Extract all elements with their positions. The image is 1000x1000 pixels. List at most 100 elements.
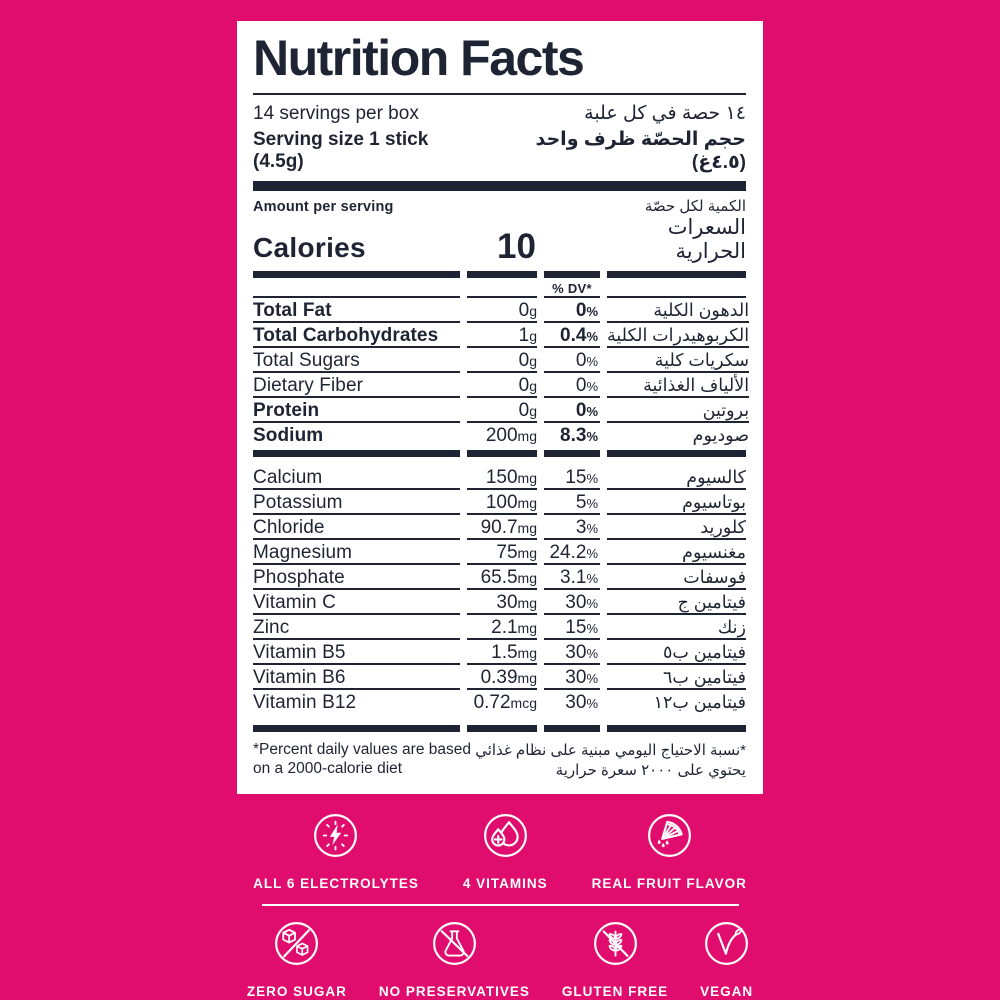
dv-percent-sign: % [586,646,598,662]
amount-unit: mcg [510,695,537,712]
gluten-free-icon [592,920,639,972]
dv-percent-sign: % [586,546,598,562]
amount-unit: mg [517,595,537,612]
badge-fruit-flavor: REAL FRUIT FLAVOR [592,812,747,891]
divider-bar-segment [467,450,537,458]
dv-header-spacer [253,278,460,299]
divider-bar-segment [544,271,600,279]
nutrient-daily-value: 30% [544,665,600,691]
nutrient-name-en: Total Carbohydrates [253,323,460,349]
amount-unit: g [529,353,537,370]
divider-bar-segment [253,271,460,279]
amount-value: 200 [485,425,518,447]
nutrient-name-en: Phosphate [253,565,460,591]
nutrient-name-en: Protein [253,398,460,424]
vitamins-icon [482,812,529,864]
amount-unit: g [529,378,537,395]
nutrient-name-en: Dietary Fiber [253,373,460,399]
badge-label: REAL FRUIT FLAVOR [591,876,747,891]
amount-value: 0.72 [473,692,511,714]
amount-per-serving-en: Amount per serving [253,199,394,215]
badge-label: ALL 6 ELECTROLYTES [253,876,419,891]
amount-unit: mg [517,520,537,537]
nutrient-daily-value: 8.3% [544,423,600,448]
dv-value: 15 [565,467,587,489]
dv-header-spacer [607,278,746,299]
dv-percent-sign: % [586,471,598,487]
nutrient-name-ar: بوتاسيوم [607,490,746,516]
nutrient-name-ar: فوسفات [607,565,746,591]
dv-percent-sign: % [586,404,598,420]
serving-size-line: Serving size 1 stick (4.5g) حجم الحصّة ظ… [253,128,746,174]
amount-unit: mg [517,428,537,445]
footnote-ar-line1: *نسبة الاحتياج اليومي مبنية على نظام غذا… [475,742,746,760]
amount-value: 90.7 [480,517,518,539]
dv-percent-sign: % [586,696,598,712]
amount-unit: mg [517,670,537,687]
dv-percent-sign: % [586,354,598,370]
dv-percent-sign: % [586,304,598,320]
divider-bar-segment [253,725,460,733]
nutrient-daily-value: 5% [544,490,600,516]
divider-bar-segment [544,725,600,733]
dv-percent-sign: % [586,329,598,345]
dv-value: 30 [565,592,587,614]
nutrient-amount: 0g [467,348,537,374]
footnote-ar-line2: يحتوي على ٢٠٠٠ سعرة حرارية [555,761,746,779]
dv-percent-sign: % [586,521,598,537]
vegan-icon [703,920,750,972]
nutrient-name-en: Zinc [253,615,460,641]
nutrient-name-ar: بروتين [607,398,750,424]
dv-value: 0 [575,375,587,397]
amount-value: 65.5 [480,567,518,589]
dv-percent-sign: % [586,496,598,512]
amount-value: 150 [485,467,518,489]
dv-percent-sign: % [586,571,598,587]
nutrient-daily-value: 0% [544,348,600,374]
nutrient-daily-value: 30% [544,640,600,666]
amount-unit: mg [517,495,537,512]
dv-header-spacer [467,278,537,299]
nutrient-amount: 65.5mg [467,565,537,591]
nutrient-name-en: Potassium [253,490,460,516]
amount-value: 30 [496,592,518,614]
dv-percent-sign: % [586,596,598,612]
calories-divider-bars [253,271,746,279]
dv-value: 8.3 [560,425,587,447]
dv-value: 0 [575,350,587,372]
serving-size-en: Serving size 1 stick (4.5g) [253,129,429,172]
nutrient-amount: 75mg [467,540,537,566]
amount-unit: mg [517,570,537,587]
badge-row-1: ALL 6 ELECTROLYTES 4 VITAMINS REAL FRUIT… [0,812,1000,891]
amount-unit: g [529,303,537,320]
amount-unit: mg [517,545,537,562]
dv-value: 30 [565,642,587,664]
dv-value: 5 [575,492,587,514]
nutrient-daily-value: 30% [544,590,600,616]
nutrient-amount: 1g [467,323,537,349]
nutrient-name-en: Sodium [253,425,324,447]
dv-header-label: % DV* [544,278,600,299]
nutrient-name-en: Calcium [253,465,460,491]
amount-value: 0 [518,350,530,372]
nutrient-name-en: Chloride [253,515,460,541]
nutrient-amount: 0g [467,373,537,399]
badge-label: ZERO SUGAR [246,984,347,999]
nutrient-name-ar: فيتامين ب١٢ [653,692,746,713]
nutrient-amount: 0.39mg [467,665,537,691]
dv-percent-sign: % [586,671,598,687]
badge-zero-sugar: ZERO SUGAR [247,920,347,999]
dv-value: 0 [575,300,587,322]
footnote: *Percent daily values are based on a 200… [253,741,746,780]
amount-value: 0 [518,375,530,397]
nutrient-daily-value: 30% [544,690,600,715]
nutrient-daily-value: 15% [544,615,600,641]
nutrient-name-en: Vitamin B5 [253,640,460,666]
no-preservatives-icon [431,920,478,972]
amount-value: 100 [485,492,518,514]
badge-electrolytes: ALL 6 ELECTROLYTES [253,812,419,891]
nutrient-amount: 1.5mg [467,640,537,666]
footnote-en-line1: *Percent daily values are based [253,741,471,759]
dv-value: 24.2 [549,542,587,564]
dv-value: 30 [565,692,587,714]
